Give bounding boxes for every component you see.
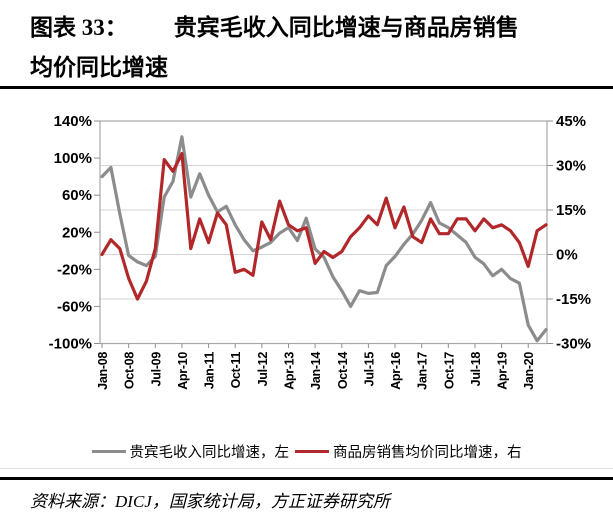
x-axis-label: Oct-17 xyxy=(442,352,456,389)
x-axis-label: Jan-14 xyxy=(309,352,323,390)
x-axis-label: Oct-11 xyxy=(229,352,243,389)
x-axis-label: Jul-09 xyxy=(149,352,163,387)
housing-price-line xyxy=(100,151,548,301)
x-axis-label: Jan-17 xyxy=(416,352,430,390)
left-axis-label: -20% xyxy=(57,261,92,278)
legend-label-vip-revenue: 贵宾毛收入同比增速，左 xyxy=(129,445,290,461)
chart-bottom-hairline xyxy=(0,468,613,469)
legend-label-housing-price: 商品房销售均价同比增速，右 xyxy=(333,445,522,461)
figure-number-label: 图表 33： xyxy=(30,15,128,40)
x-axis-label: Apr-10 xyxy=(176,352,190,390)
x-axis-label: Jan-11 xyxy=(203,352,217,389)
left-axis-label: 20% xyxy=(62,224,92,241)
right-axis-label: 0% xyxy=(556,247,578,264)
source-note: 资料来源：DICJ，国家统计局，方正证券研究所 xyxy=(30,492,390,511)
vip-line-swatch xyxy=(91,449,126,454)
right-axis-label: 45% xyxy=(556,113,586,130)
legend-item-housing-price: 商品房销售均价同比增速，右 xyxy=(295,441,522,462)
left-axis-label: -60% xyxy=(57,298,92,315)
x-axis-label: Jul-12 xyxy=(256,352,270,387)
x-axis-label: Oct-14 xyxy=(336,352,350,389)
x-axis-label: Oct-08 xyxy=(123,352,137,389)
housing-line-swatch xyxy=(295,449,329,454)
top-divider xyxy=(0,86,613,89)
x-axis-label: Apr-19 xyxy=(496,352,510,390)
right-axis-label: 15% xyxy=(556,202,586,219)
left-axis-label: -100% xyxy=(49,336,92,353)
right-axis-label: -30% xyxy=(556,336,591,353)
chart-legend: 贵宾毛收入同比增速，左 商品房销售均价同比增速，右 xyxy=(0,441,613,462)
right-axis-label: 30% xyxy=(556,158,586,175)
x-axis-label: Apr-16 xyxy=(389,352,403,390)
x-axis-label: Apr-13 xyxy=(282,352,296,390)
figure-title-line2: 均价同比增速 xyxy=(30,55,168,80)
left-axis-label: 100% xyxy=(54,150,92,167)
left-axis-label: 60% xyxy=(62,187,92,204)
x-axis-label: Jan-08 xyxy=(96,352,110,390)
x-axis-label: Jul-15 xyxy=(362,352,376,387)
plot-border xyxy=(99,120,548,345)
legend-item-vip-revenue: 贵宾毛收入同比增速，左 xyxy=(91,441,290,462)
right-axis-label: -15% xyxy=(556,291,591,308)
vip-revenue-vs-housing-price-chart: 140% 100% 60% 20% -20% -60% -100% 45% 30% 15% 0% -1… xyxy=(49,113,591,390)
figure-title-line1: 贵宾毛收入同比增速与商品房销售 xyxy=(173,15,519,40)
x-axis-label: Jan-20 xyxy=(522,352,536,390)
left-axis-label: 140% xyxy=(54,113,92,130)
figure-title: 图表 33： 贵宾毛收入同比增速与商品房销售 均价同比增速 xyxy=(30,8,590,88)
bottom-divider xyxy=(0,477,613,480)
x-axis-label: Jul-18 xyxy=(469,352,483,387)
